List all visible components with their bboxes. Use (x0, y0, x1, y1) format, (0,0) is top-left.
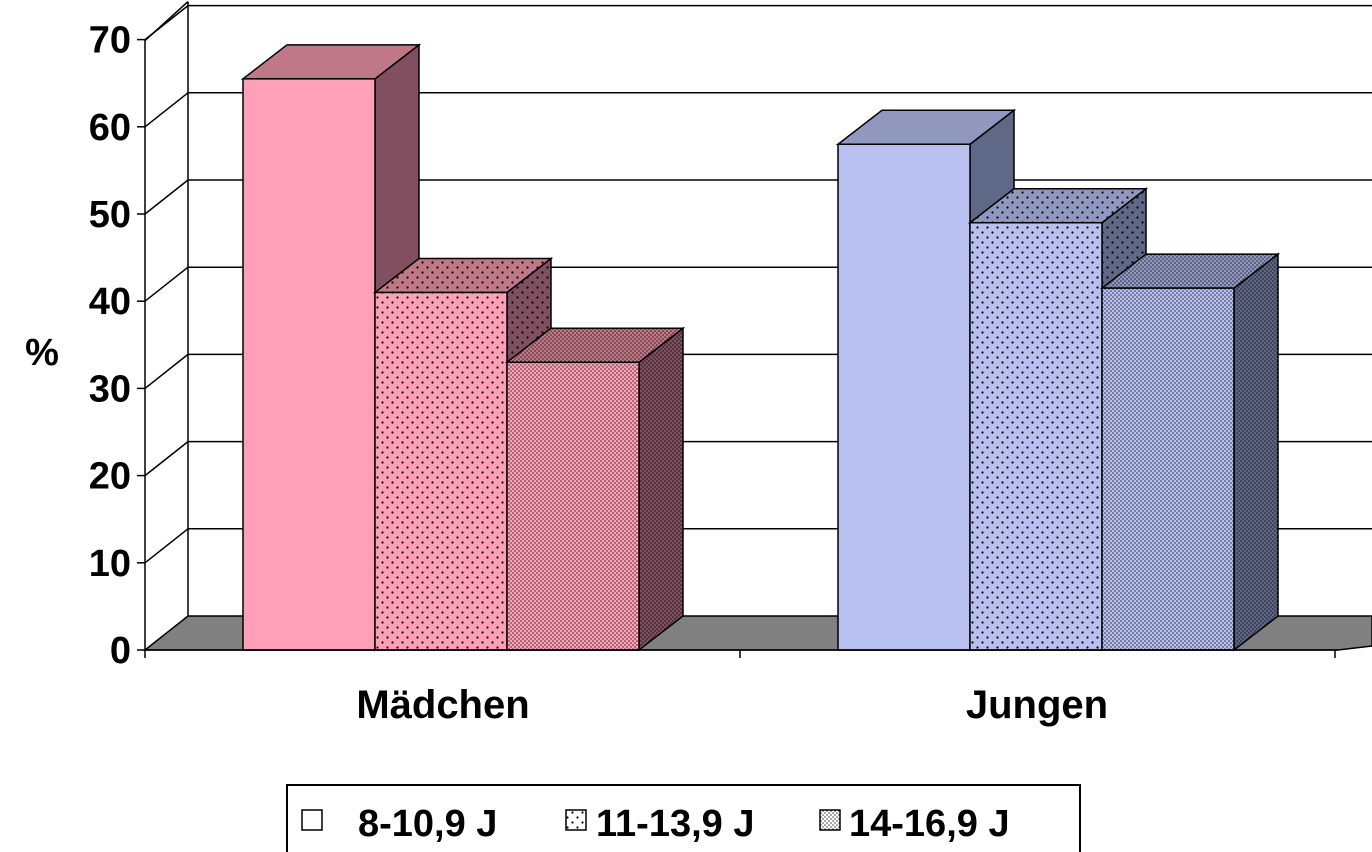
bar-top-pattern (375, 258, 551, 293)
bar-front-pattern (970, 222, 1102, 650)
bar-top-pattern (507, 328, 683, 363)
bar-top-pattern (970, 188, 1146, 223)
legend-swatch-8-10 (301, 809, 323, 831)
category-label-jungen: Jungen (966, 683, 1108, 727)
y-tick-label-70: 70 (89, 20, 131, 62)
bar-top-pattern (1102, 254, 1278, 289)
bar-front-face (242, 78, 376, 651)
gridline-side-50 (144, 179, 189, 215)
y-tick-label-40: 40 (89, 281, 131, 323)
gridline-side-top (144, 1, 189, 42)
gridline-side-30 (144, 353, 189, 389)
legend-box (286, 784, 1081, 852)
y-tick-label-20: 20 (89, 456, 131, 498)
y-tick-label-60: 60 (89, 107, 131, 149)
bar-maedchen-series-3 (504, 326, 686, 652)
y-axis-label: % (25, 332, 59, 374)
legend-swatch-14-16 (819, 809, 841, 831)
gridline-side-60 (144, 92, 189, 128)
legend-label-11-13: 11-13,9 J (596, 803, 754, 845)
y-tick-label-50: 50 (89, 194, 131, 236)
bar-jungen-series-3 (1099, 252, 1281, 652)
bar-maedchen-series-1 (240, 43, 422, 652)
legend-label-8-10: 8-10,9 J (358, 803, 497, 845)
bars (240, 43, 1281, 652)
y-tick-label-30: 30 (89, 368, 131, 410)
y-tick-label-0: 0 (110, 630, 131, 672)
bar-front-pattern (507, 362, 639, 650)
gridline-side-40 (144, 266, 189, 302)
category-label-maedchen: Mädchen (356, 683, 529, 727)
bar-side-pattern (639, 328, 683, 650)
bar-side-pattern (1234, 254, 1278, 650)
y-tick-label-10: 10 (89, 543, 131, 585)
gridline-side-10 (144, 528, 189, 564)
value-axis: 0 10 20 30 40 50 60 70 (89, 20, 1338, 672)
bar-front-pattern (375, 292, 507, 650)
bar-front-face (837, 143, 971, 651)
bar-front-pattern (1102, 288, 1234, 650)
legend-label-14-16: 14-16,9 J (849, 803, 1010, 845)
legend-swatch-11-13 (565, 809, 587, 831)
legend: 8-10,9 J 11-13,9 J 14-16,9 J (286, 784, 1081, 852)
gridline-side-20 (144, 441, 189, 477)
